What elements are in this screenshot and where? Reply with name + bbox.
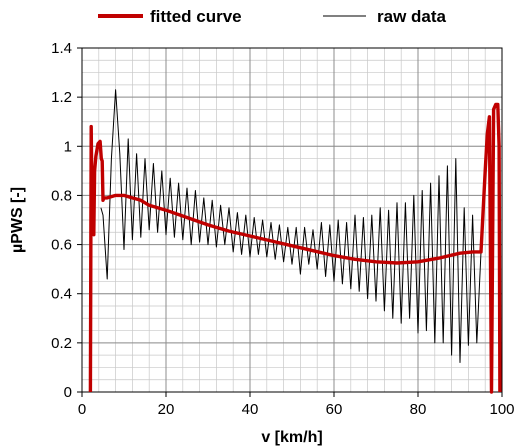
minor-grid	[81, 47, 503, 393]
x-tick-labels: 0 20 40 60 80 100	[78, 401, 515, 418]
y-tick-label: 1	[64, 138, 72, 155]
x-tick-label: 40	[242, 401, 259, 418]
series-line-raw-data	[100, 89, 482, 363]
y-tick-label: 0	[64, 384, 72, 401]
legend-label-fitted-curve: fitted curve	[150, 7, 242, 26]
x-tick-label: 0	[78, 401, 86, 418]
plot-frame	[81, 47, 503, 393]
y-tick-label: 0.2	[51, 335, 72, 352]
series-lines	[88, 89, 502, 394]
tick-marks	[77, 47, 503, 397]
legend-label-raw-data: raw data	[377, 7, 447, 26]
legend: fitted curve raw data	[98, 7, 447, 26]
y-tick-label: 0.8	[51, 187, 72, 204]
x-tick-label: 20	[158, 401, 175, 418]
x-tick-label: 100	[489, 401, 514, 418]
x-axis-label: v [km/h]	[261, 429, 322, 446]
x-tick-label: 60	[326, 401, 343, 418]
y-tick-label: 1.4	[51, 40, 72, 57]
x-tick-label: 80	[410, 401, 427, 418]
y-tick-label: 0.4	[51, 286, 72, 303]
series-line-fitted-curve	[88, 102, 502, 394]
y-tick-label: 0.6	[51, 237, 72, 254]
y-tick-labels: 0 0.2 0.4 0.6 0.8 1 1.2 1.4	[51, 40, 72, 401]
y-axis-label: µPWS [-]	[9, 187, 26, 253]
y-tick-label: 1.2	[51, 89, 72, 106]
